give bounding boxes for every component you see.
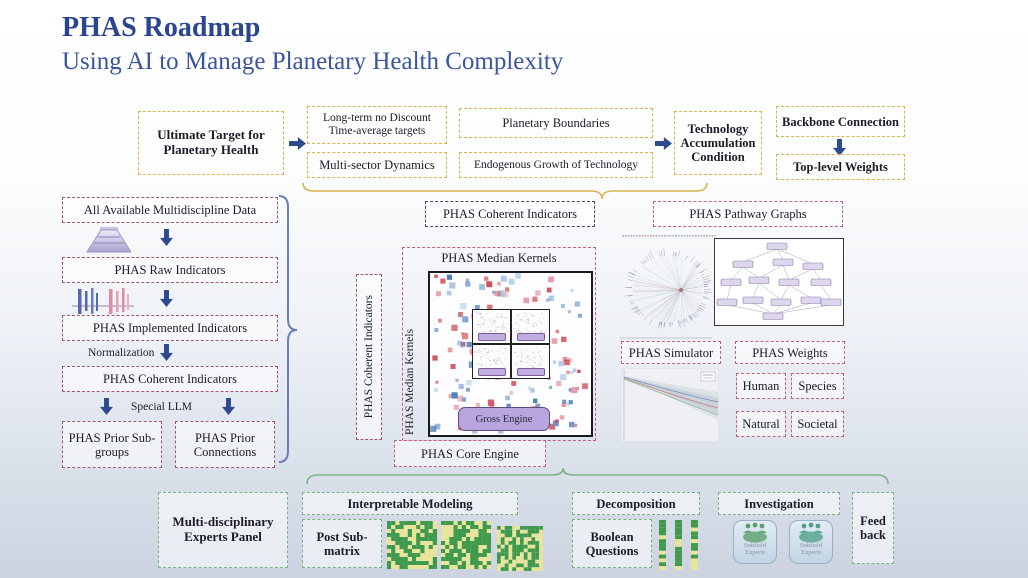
submatrix-image bbox=[387, 521, 437, 569]
people-group-icon bbox=[799, 522, 823, 543]
indicator-bars-icon bbox=[72, 288, 134, 314]
box-pathway-graphs: PHAS Pathway Graphs bbox=[653, 201, 843, 227]
people-group-icon bbox=[743, 522, 767, 543]
hierarchical-graph-frame bbox=[714, 238, 844, 326]
box-long-term-targets: Long-term no Discount Time-average targe… bbox=[307, 106, 447, 144]
box-multi-sector-dynamics: Multi-sector Dynamics bbox=[307, 152, 447, 178]
box-weight-species: Species bbox=[791, 373, 844, 399]
box-investigation: Investigation bbox=[718, 492, 840, 515]
mini-engine-button bbox=[516, 333, 545, 341]
boolean-strip-image bbox=[691, 520, 698, 570]
boolean-strip-image bbox=[659, 520, 666, 570]
kernel-subpanel bbox=[511, 309, 550, 344]
normalization-label: Normalization bbox=[88, 347, 155, 359]
box-endogenous-growth: Endogenous Growth of Technology bbox=[459, 152, 653, 178]
arrow-down-icon bbox=[222, 398, 235, 415]
box-weights: PHAS Weights bbox=[735, 341, 845, 364]
yellow-brace-icon bbox=[302, 182, 708, 200]
mini-engine-button bbox=[477, 368, 506, 376]
hierarchical-graph bbox=[716, 242, 842, 320]
circular-graph bbox=[620, 235, 716, 339]
box-raw-indicators: PHAS Raw Indicators bbox=[62, 257, 278, 283]
special-llm-label: Special LLM bbox=[131, 401, 192, 413]
box-weight-natural: Natural bbox=[736, 411, 786, 437]
box-boolean-questions: Boolean Questions bbox=[572, 519, 652, 568]
box-coherent-indicators-left: PHAS Coherent Indicators bbox=[62, 366, 278, 392]
submatrix-image bbox=[497, 526, 543, 571]
box-interpretable-modeling: Interpretable Modeling bbox=[302, 492, 518, 515]
green-brace-icon bbox=[306, 467, 889, 485]
box-feedback: Feed back bbox=[852, 492, 894, 564]
box-all-data: All Available Multidiscipline Data bbox=[62, 197, 278, 223]
simulator-chart bbox=[621, 368, 719, 442]
box-top-level-weights: Top-level Weights bbox=[776, 154, 905, 180]
subfield-experts-badge: Subfield Experts bbox=[789, 520, 833, 564]
box-coherent-indicators-center: PHAS Coherent Indicators bbox=[425, 201, 595, 227]
arrow-right-icon bbox=[655, 137, 672, 150]
blue-brace-icon bbox=[278, 195, 298, 463]
box-implemented-indicators: PHAS Implemented Indicators bbox=[62, 315, 278, 341]
arrow-down-icon bbox=[160, 229, 173, 246]
arrow-down-icon bbox=[160, 344, 173, 361]
page-subtitle: Using AI to Manage Planetary Health Comp… bbox=[62, 48, 564, 75]
box-tech-accumulation: Technology Accumulation Condition bbox=[674, 111, 762, 175]
box-decomposition: Decomposition bbox=[572, 492, 700, 515]
submatrix-image bbox=[441, 521, 491, 569]
arrow-down-icon bbox=[100, 398, 113, 415]
box-prior-connections: PHAS Prior Connections bbox=[175, 421, 275, 468]
mini-engine-button bbox=[516, 368, 545, 376]
median-kernels-vertical-label: PHAS Median Kernels bbox=[404, 328, 416, 435]
box-backbone-connection: Backbone Connection bbox=[776, 106, 905, 137]
box-post-submatrix: Post Sub-matrix bbox=[302, 519, 382, 568]
arrow-down-icon bbox=[160, 290, 173, 307]
box-core-engine: PHAS Core Engine bbox=[394, 440, 546, 467]
gross-engine-button: Gross Engine bbox=[458, 407, 550, 431]
box-experts-panel: Multi-disciplinary Experts Panel bbox=[158, 492, 288, 568]
box-weight-human: Human bbox=[736, 373, 786, 399]
data-funnel-icon bbox=[86, 227, 132, 253]
kernel-subpanel bbox=[472, 344, 511, 379]
subfield-experts-badge: Subfield Experts bbox=[733, 520, 777, 564]
boolean-strip-image bbox=[675, 520, 682, 570]
kernel-subpanel bbox=[511, 344, 550, 379]
box-weight-societal: Societal bbox=[791, 411, 844, 437]
arrow-right-icon bbox=[289, 137, 306, 150]
box-coherent-indicators-vertical: PHAS Coherent Indicators bbox=[356, 274, 382, 440]
box-planetary-boundaries: Planetary Boundaries bbox=[459, 108, 653, 138]
box-ultimate-target: Ultimate Target for Planetary Health bbox=[138, 111, 284, 175]
box-simulator: PHAS Simulator bbox=[621, 341, 721, 364]
mini-engine-button bbox=[477, 333, 506, 341]
box-prior-subgroups: PHAS Prior Sub-groups bbox=[62, 421, 162, 468]
kernel-subpanel bbox=[472, 309, 511, 344]
page-title: PHAS Roadmap bbox=[62, 12, 261, 43]
